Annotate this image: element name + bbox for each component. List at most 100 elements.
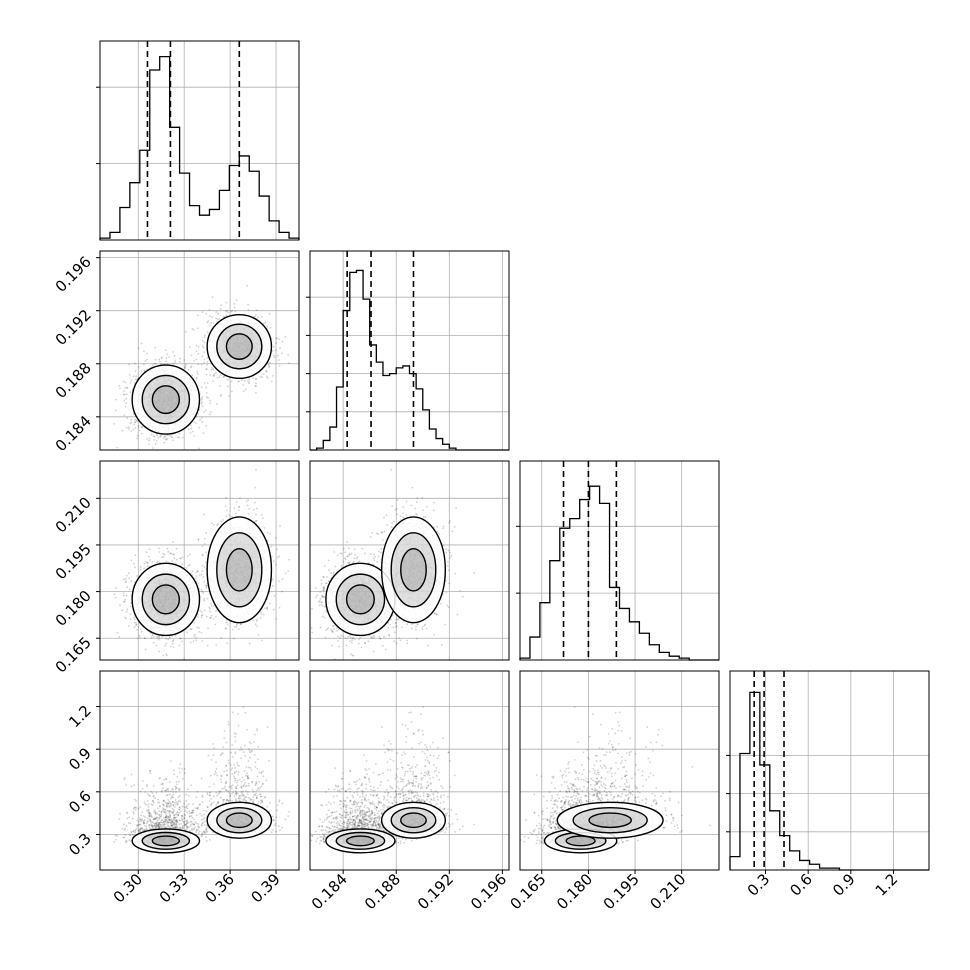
sample-point (168, 434, 171, 437)
sample-point (185, 566, 188, 569)
sample-point (217, 522, 219, 525)
sample-point (192, 640, 195, 643)
sample-point (212, 322, 215, 325)
sample-point (163, 441, 166, 444)
sample-point (265, 370, 268, 372)
sample-point (129, 422, 132, 425)
sample-point (255, 384, 257, 387)
sample-point (184, 331, 187, 333)
sample-point (205, 368, 208, 370)
hist-panel-4 (726, 670, 930, 871)
sample-point (125, 594, 128, 597)
sample-point (255, 309, 258, 311)
sample-point (196, 569, 199, 572)
sample-point (198, 574, 201, 577)
sample-point (171, 362, 174, 365)
sample-point (190, 424, 192, 427)
sample-point (150, 433, 153, 436)
sample-point (125, 610, 128, 613)
sample-point (206, 644, 209, 647)
sample-point (187, 564, 189, 567)
scatter-panel-3-1 (99, 460, 300, 661)
sample-point (215, 371, 217, 374)
sample-point (244, 388, 247, 391)
sample-point (224, 505, 227, 508)
sample-point (231, 309, 234, 312)
sample-point (203, 599, 206, 602)
sample-point (143, 562, 146, 565)
sample-point (236, 623, 238, 626)
sample-point (213, 524, 215, 526)
sample-point (203, 411, 206, 413)
sample-point (199, 418, 202, 421)
sample-point (202, 361, 205, 364)
sample-point (197, 538, 200, 541)
sample-point (225, 314, 228, 317)
sample-point (209, 323, 211, 326)
sample-point (143, 637, 146, 640)
sample-point (215, 311, 218, 313)
sample-point (248, 378, 251, 381)
sample-point (206, 597, 209, 600)
sample-point (159, 435, 162, 438)
sample-point (133, 616, 136, 619)
sample-point (255, 513, 257, 516)
sample-point (225, 497, 228, 499)
sample-point (227, 311, 229, 314)
sample-point (163, 553, 166, 556)
sample-point (147, 443, 150, 446)
sample-point (246, 504, 249, 507)
sample-point (125, 393, 128, 396)
sample-point (209, 616, 212, 619)
sample-point (225, 515, 228, 518)
sample-point (205, 425, 208, 427)
sample-point (130, 430, 133, 433)
sample-point (201, 570, 204, 573)
sample-point (133, 621, 136, 624)
sample-point (167, 550, 170, 553)
hist-panel-3 (516, 460, 720, 661)
sample-point (248, 642, 251, 645)
sample-point (178, 360, 181, 363)
sample-point (133, 423, 136, 426)
sample-point (155, 433, 158, 436)
sample-point (196, 371, 199, 373)
sample-point (205, 531, 208, 534)
sample-point (201, 564, 204, 567)
sample-point (169, 645, 172, 648)
sample-point (122, 380, 125, 383)
sample-point (200, 589, 203, 591)
sample-point (181, 563, 184, 566)
sample-point (287, 353, 290, 356)
sample-point (136, 628, 139, 631)
sample-point (153, 438, 156, 441)
sample-point (247, 303, 250, 306)
sample-point (141, 426, 143, 429)
sample-point (140, 630, 143, 633)
sample-point (212, 374, 215, 377)
sample-point (165, 560, 168, 563)
sample-point (179, 637, 182, 640)
sample-point (165, 654, 168, 657)
sample-point (278, 364, 281, 367)
scatter-panel-2-1 (99, 250, 300, 451)
sample-point (202, 576, 205, 578)
sample-point (205, 386, 208, 389)
sample-point (168, 635, 171, 638)
sample-point (125, 386, 128, 389)
sample-point (203, 334, 206, 337)
sample-point (154, 346, 157, 349)
sample-point (255, 620, 258, 622)
sample-point (161, 356, 163, 359)
histogram-step (729, 691, 929, 871)
sample-point (165, 637, 167, 640)
sample-point (119, 387, 121, 390)
sample-point (158, 547, 160, 550)
sample-point (193, 435, 196, 437)
sample-point (271, 349, 274, 352)
sample-point (226, 309, 229, 312)
panel-frame (99, 40, 300, 241)
sample-point (172, 646, 175, 649)
sample-point (255, 519, 257, 522)
sample-point (135, 375, 138, 378)
